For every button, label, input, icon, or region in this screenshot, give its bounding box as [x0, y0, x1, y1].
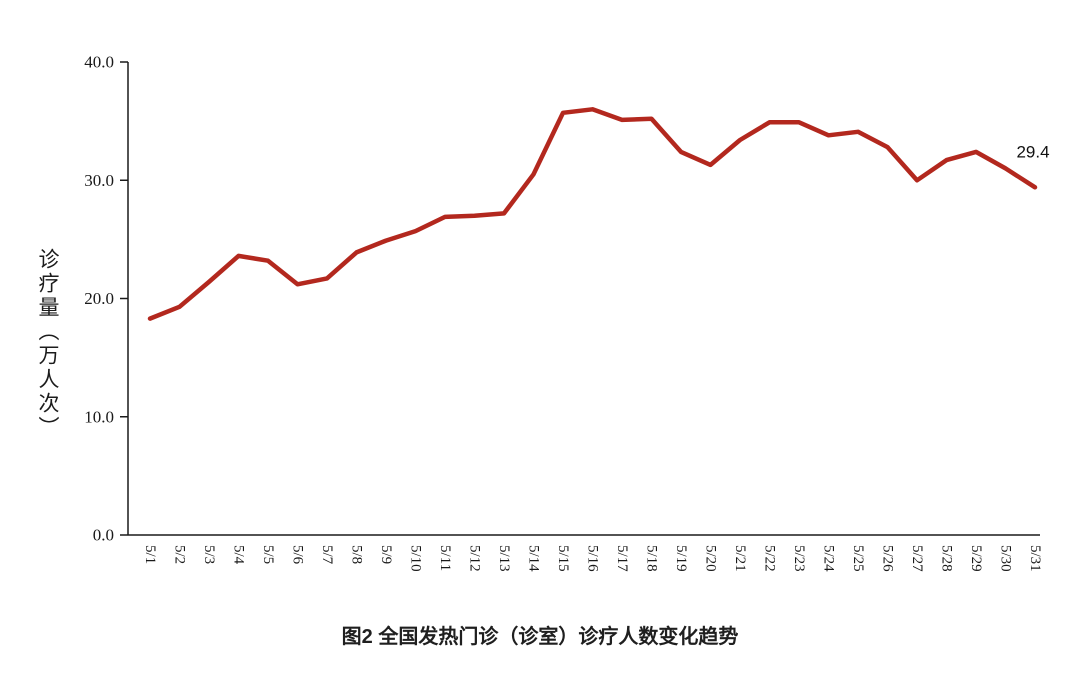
line-chart-plot: 0.0 10.0 20.0 30.0 40.0 5/1 5/2 5/3 5/4 5/5 5/6 5/7… [84, 53, 1049, 573]
x-tick-label: 5/25 [850, 545, 866, 572]
x-tick-label: 5/1 [142, 545, 158, 564]
x-tick-label: 5/26 [880, 545, 896, 572]
y-tick-label: 30.0 [84, 171, 114, 190]
x-tick-label: 5/3 [201, 545, 217, 564]
x-tick-label: 5/6 [290, 545, 306, 565]
x-tick-label: 5/8 [349, 545, 365, 564]
x-tick-label: 5/5 [260, 545, 276, 564]
x-tick-label: 5/15 [555, 545, 571, 572]
x-tick-label: 5/28 [939, 545, 955, 572]
x-tick-label: 5/9 [378, 545, 394, 564]
x-tick-label: 5/13 [496, 545, 512, 572]
x-tick-label: 5/7 [319, 545, 335, 565]
y-tick-label: 20.0 [84, 289, 114, 308]
y-tick-label: 40.0 [84, 53, 114, 72]
x-tick-label: 5/17 [614, 545, 630, 572]
x-tick-label: 5/22 [762, 545, 778, 572]
x-tick-label: 5/31 [1027, 545, 1043, 572]
y-tick-label: 10.0 [84, 407, 114, 426]
x-tick-label: 5/19 [673, 545, 689, 572]
x-tick-label: 5/18 [644, 545, 660, 572]
x-tick-label: 5/21 [732, 545, 748, 572]
x-tick-label: 5/27 [909, 545, 925, 572]
x-tick-label: 5/20 [703, 545, 719, 572]
x-tick-label: 5/30 [998, 545, 1014, 572]
x-tick-label: 5/2 [172, 545, 188, 564]
y-tick-label: 0.0 [93, 526, 114, 545]
trend-line [147, 107, 1038, 321]
x-tick-label: 5/24 [821, 545, 837, 572]
x-tick-label: 5/29 [968, 545, 984, 572]
y-axis-title: 诊疗量（万人次） [36, 248, 59, 440]
x-tick-label: 5/12 [467, 545, 483, 572]
x-tick-label: 5/10 [408, 545, 424, 572]
last-value-label: 29.4 [1016, 142, 1049, 161]
chart-caption: 图2 全国发热门诊（诊室）诊疗人数变化趋势 [341, 626, 739, 648]
x-tick-label: 5/11 [437, 545, 453, 571]
x-tick-label: 5/4 [231, 545, 247, 565]
x-tick-label: 5/16 [585, 545, 601, 572]
x-tick-label: 5/23 [791, 545, 807, 572]
x-tick-label: 5/14 [526, 545, 542, 572]
